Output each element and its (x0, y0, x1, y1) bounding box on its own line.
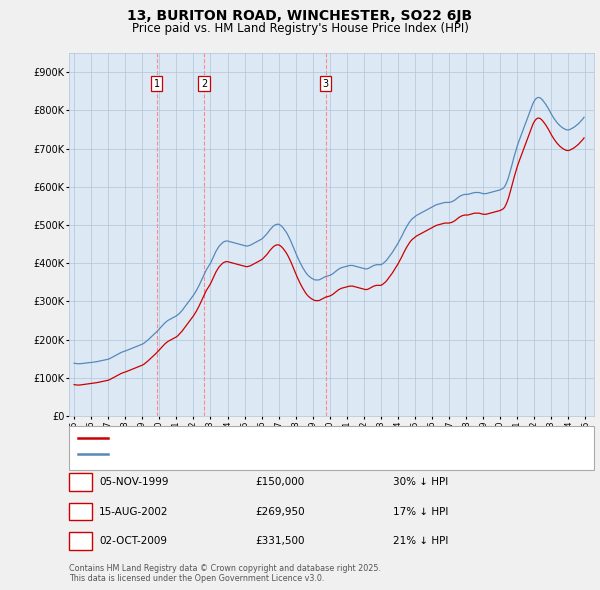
Text: 1: 1 (154, 78, 160, 88)
Text: Price paid vs. HM Land Registry's House Price Index (HPI): Price paid vs. HM Land Registry's House … (131, 22, 469, 35)
Text: Contains HM Land Registry data © Crown copyright and database right 2025.
This d: Contains HM Land Registry data © Crown c… (69, 563, 381, 583)
Text: 15-AUG-2002: 15-AUG-2002 (99, 507, 169, 516)
Text: 3: 3 (77, 536, 84, 546)
Text: 17% ↓ HPI: 17% ↓ HPI (393, 507, 448, 516)
Text: HPI: Average price, detached house, Winchester: HPI: Average price, detached house, Winc… (112, 450, 331, 459)
Text: 1: 1 (77, 477, 84, 487)
Text: 3: 3 (322, 78, 329, 88)
Text: 02-OCT-2009: 02-OCT-2009 (99, 536, 167, 546)
Text: £150,000: £150,000 (255, 477, 304, 487)
Text: 05-NOV-1999: 05-NOV-1999 (99, 477, 169, 487)
Text: 2: 2 (201, 78, 207, 88)
Text: 13, BURITON ROAD, WINCHESTER, SO22 6JB: 13, BURITON ROAD, WINCHESTER, SO22 6JB (127, 9, 473, 23)
Text: 30% ↓ HPI: 30% ↓ HPI (393, 477, 448, 487)
Text: 2: 2 (77, 507, 84, 516)
Text: 13, BURITON ROAD, WINCHESTER, SO22 6JB (detached house): 13, BURITON ROAD, WINCHESTER, SO22 6JB (… (112, 433, 394, 442)
Text: £269,950: £269,950 (255, 507, 305, 516)
Text: 21% ↓ HPI: 21% ↓ HPI (393, 536, 448, 546)
Text: £331,500: £331,500 (255, 536, 305, 546)
